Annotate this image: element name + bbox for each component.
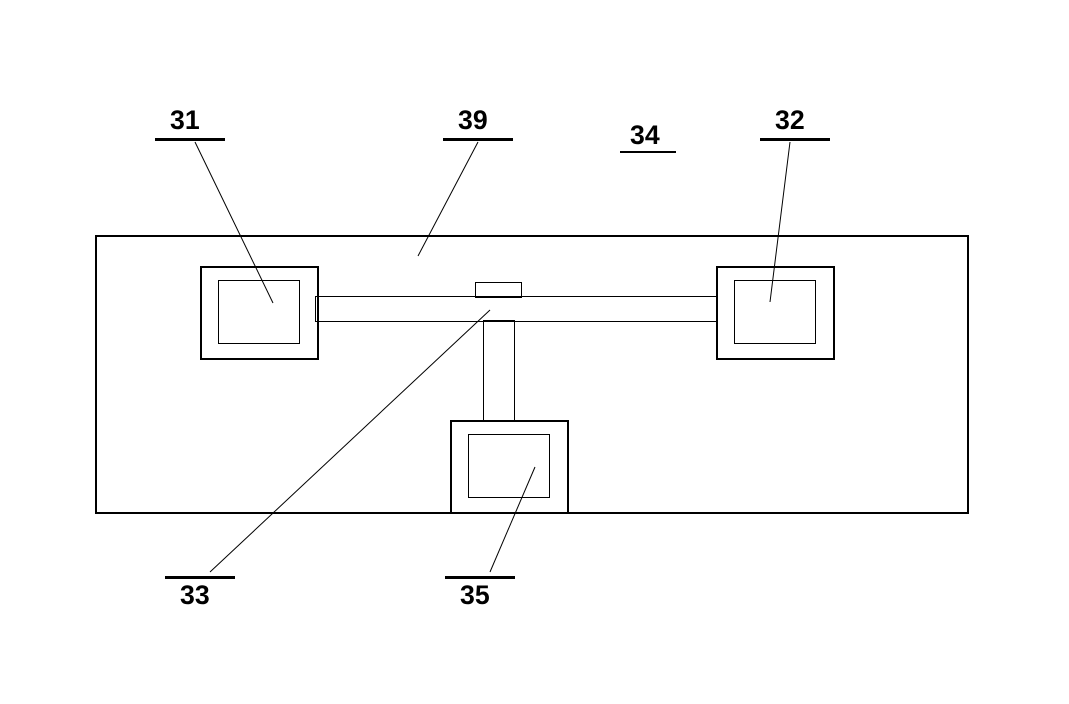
bottom-box-inner <box>468 434 550 498</box>
label-34: 34 <box>630 120 660 151</box>
horizontal-bar <box>315 296 718 322</box>
underline-33 <box>165 576 235 579</box>
diagram-canvas: { "canvas": { "width": 1069, "height": 7… <box>0 0 1069 704</box>
label-39: 39 <box>458 105 488 136</box>
underline-39 <box>443 138 513 141</box>
underline-35 <box>445 576 515 579</box>
label-32: 32 <box>775 105 805 136</box>
center-stem <box>483 320 515 422</box>
left-box-inner <box>218 280 300 344</box>
right-box-inner <box>734 280 816 344</box>
center-tab <box>475 282 522 298</box>
underline-31 <box>155 138 225 141</box>
underline-34 <box>620 151 676 153</box>
underline-32 <box>760 138 830 141</box>
label-33: 33 <box>180 580 210 611</box>
label-35: 35 <box>460 580 490 611</box>
label-31: 31 <box>170 105 200 136</box>
